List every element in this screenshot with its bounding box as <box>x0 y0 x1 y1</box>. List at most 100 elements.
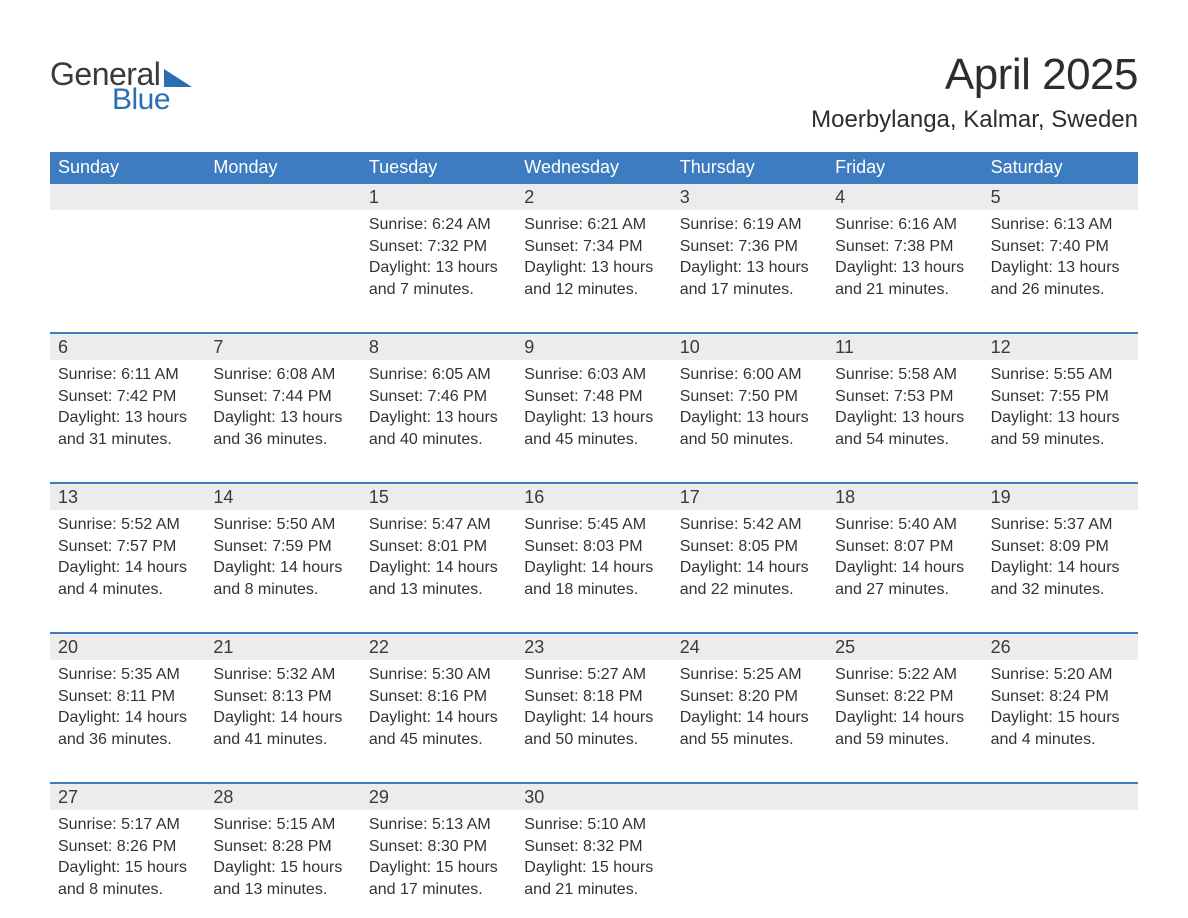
cell-line: and 41 minutes. <box>213 729 352 751</box>
cell-line: and 26 minutes. <box>991 279 1130 301</box>
cell-line: Sunset: 7:34 PM <box>524 236 663 258</box>
cell-line: Daylight: 13 hours <box>369 257 508 279</box>
cell-line: Sunset: 7:38 PM <box>835 236 974 258</box>
day-number: 3 <box>672 184 827 210</box>
cell-line: Sunset: 8:13 PM <box>213 686 352 708</box>
day-number <box>50 184 205 210</box>
cell-line: Sunrise: 5:15 AM <box>213 814 352 836</box>
cell-line: Daylight: 13 hours <box>680 407 819 429</box>
calendar-cell: Sunrise: 5:27 AMSunset: 8:18 PMDaylight:… <box>516 660 671 768</box>
cell-line: Sunrise: 5:17 AM <box>58 814 197 836</box>
day-number: 23 <box>516 634 671 660</box>
brand-word2: Blue <box>112 83 170 117</box>
cell-line: Sunrise: 6:16 AM <box>835 214 974 236</box>
cell-line: and 55 minutes. <box>680 729 819 751</box>
cell-line: Daylight: 14 hours <box>835 707 974 729</box>
weekday-saturday: Saturday <box>983 152 1138 184</box>
cell-line: Sunset: 8:22 PM <box>835 686 974 708</box>
cell-line: and 8 minutes. <box>58 879 197 901</box>
cell-line: Daylight: 14 hours <box>213 707 352 729</box>
cell-line: and 36 minutes. <box>58 729 197 751</box>
cell-line: and 12 minutes. <box>524 279 663 301</box>
cell-line: Sunset: 8:11 PM <box>58 686 197 708</box>
cell-line: Sunrise: 5:35 AM <box>58 664 197 686</box>
cell-line: Sunrise: 6:11 AM <box>58 364 197 386</box>
day-number: 17 <box>672 484 827 510</box>
day-number: 2 <box>516 184 671 210</box>
cell-line: Daylight: 13 hours <box>835 257 974 279</box>
calendar-cell: Sunrise: 6:08 AMSunset: 7:44 PMDaylight:… <box>205 360 360 468</box>
cell-line: Daylight: 15 hours <box>991 707 1130 729</box>
cell-line: Sunset: 8:05 PM <box>680 536 819 558</box>
cell-line: Sunrise: 5:42 AM <box>680 514 819 536</box>
weekday-wednesday: Wednesday <box>516 152 671 184</box>
cell-line: Daylight: 15 hours <box>369 857 508 879</box>
cell-line: Daylight: 14 hours <box>991 557 1130 579</box>
cell-line: Daylight: 13 hours <box>524 407 663 429</box>
calendar-cell: Sunrise: 5:37 AMSunset: 8:09 PMDaylight:… <box>983 510 1138 618</box>
cell-line: Sunrise: 5:40 AM <box>835 514 974 536</box>
day-number: 18 <box>827 484 982 510</box>
day-number: 26 <box>983 634 1138 660</box>
daynum-row: 20212223242526 <box>50 634 1138 660</box>
cell-line: Sunset: 7:48 PM <box>524 386 663 408</box>
cell-line: Sunset: 8:28 PM <box>213 836 352 858</box>
calendar-cell: Sunrise: 5:35 AMSunset: 8:11 PMDaylight:… <box>50 660 205 768</box>
cell-line: and 40 minutes. <box>369 429 508 451</box>
cell-line: Daylight: 14 hours <box>835 557 974 579</box>
cell-line: Sunrise: 5:22 AM <box>835 664 974 686</box>
cell-line: Daylight: 14 hours <box>369 557 508 579</box>
sail-icon <box>164 69 192 87</box>
month-title: April 2025 <box>811 50 1138 100</box>
cell-line: Daylight: 13 hours <box>524 257 663 279</box>
cell-line: Sunset: 7:46 PM <box>369 386 508 408</box>
cell-line: Sunset: 7:50 PM <box>680 386 819 408</box>
cell-line: and 21 minutes. <box>524 879 663 901</box>
day-number: 16 <box>516 484 671 510</box>
day-number <box>205 184 360 210</box>
calendar-cell: Sunrise: 5:17 AMSunset: 8:26 PMDaylight:… <box>50 810 205 918</box>
cell-line: and 32 minutes. <box>991 579 1130 601</box>
cell-line: Daylight: 15 hours <box>213 857 352 879</box>
cell-line: Sunrise: 5:37 AM <box>991 514 1130 536</box>
calendar-cell: Sunrise: 5:13 AMSunset: 8:30 PMDaylight:… <box>361 810 516 918</box>
cell-line: and 21 minutes. <box>835 279 974 301</box>
daynum-row: 6789101112 <box>50 334 1138 360</box>
calendar-cell: Sunrise: 6:00 AMSunset: 7:50 PMDaylight:… <box>672 360 827 468</box>
day-number: 8 <box>361 334 516 360</box>
calendar-cell: Sunrise: 5:58 AMSunset: 7:53 PMDaylight:… <box>827 360 982 468</box>
calendar-cell: Sunrise: 5:32 AMSunset: 8:13 PMDaylight:… <box>205 660 360 768</box>
cell-line: Sunrise: 6:24 AM <box>369 214 508 236</box>
day-number: 20 <box>50 634 205 660</box>
day-number: 12 <box>983 334 1138 360</box>
day-number: 7 <box>205 334 360 360</box>
cell-line: Sunset: 7:55 PM <box>991 386 1130 408</box>
weekday-friday: Friday <box>827 152 982 184</box>
weekday-thursday: Thursday <box>672 152 827 184</box>
day-number: 14 <box>205 484 360 510</box>
cell-line: Daylight: 14 hours <box>680 707 819 729</box>
cell-line: Sunrise: 5:13 AM <box>369 814 508 836</box>
header: General Blue April 2025 Moerbylanga, Kal… <box>50 50 1138 134</box>
cell-line: Sunrise: 5:32 AM <box>213 664 352 686</box>
day-number <box>983 784 1138 810</box>
day-number: 19 <box>983 484 1138 510</box>
cell-line: Sunset: 8:26 PM <box>58 836 197 858</box>
calendar-cell: Sunrise: 5:45 AMSunset: 8:03 PMDaylight:… <box>516 510 671 618</box>
cell-line: Sunset: 8:30 PM <box>369 836 508 858</box>
day-number: 15 <box>361 484 516 510</box>
cell-line: Sunrise: 6:03 AM <box>524 364 663 386</box>
weekday-monday: Monday <box>205 152 360 184</box>
cell-line: and 59 minutes. <box>991 429 1130 451</box>
cell-line: Daylight: 14 hours <box>58 707 197 729</box>
cell-line: and 59 minutes. <box>835 729 974 751</box>
weeks-container: 12345Sunrise: 6:24 AMSunset: 7:32 PMDayl… <box>50 184 1138 918</box>
cell-line: Daylight: 13 hours <box>680 257 819 279</box>
calendar-cell: Sunrise: 6:16 AMSunset: 7:38 PMDaylight:… <box>827 210 982 318</box>
cell-line: Sunrise: 5:27 AM <box>524 664 663 686</box>
cell-line: and 31 minutes. <box>58 429 197 451</box>
cell-line: and 45 minutes. <box>369 729 508 751</box>
calendar-cell: Sunrise: 6:19 AMSunset: 7:36 PMDaylight:… <box>672 210 827 318</box>
cell-line: and 8 minutes. <box>213 579 352 601</box>
day-number: 25 <box>827 634 982 660</box>
